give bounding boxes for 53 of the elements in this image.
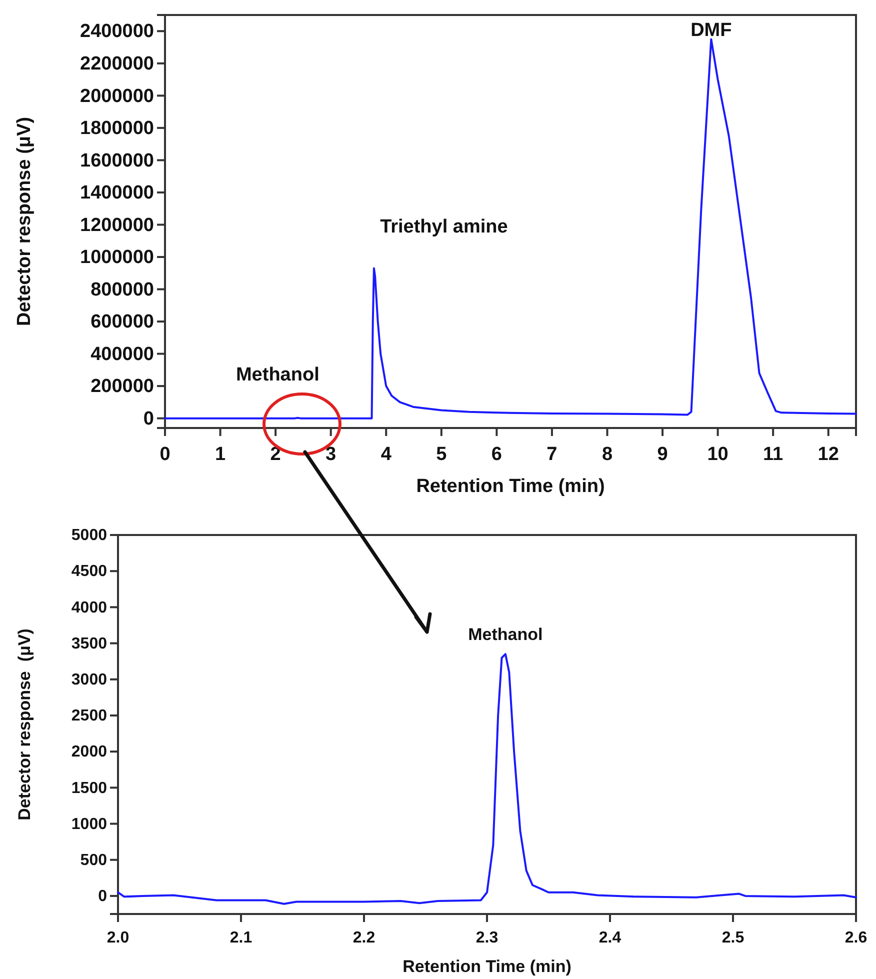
- y-tick-label: 3500: [71, 635, 108, 652]
- x-tick-label: 2.2: [352, 930, 376, 947]
- y-tick-label: 4000: [71, 599, 108, 616]
- x-tick-label: 5: [436, 444, 448, 465]
- x-tick-label: 0: [160, 444, 170, 465]
- y-tick-label: 0: [98, 888, 108, 906]
- x-tick-label: 4: [380, 444, 392, 465]
- y-tick-label: 2500: [71, 708, 108, 725]
- annotation: Methanol: [468, 625, 543, 644]
- y-tick-label: 1800000: [80, 118, 154, 140]
- y-tick-label: 2200000: [80, 53, 154, 74]
- x-tick-label: 2.3: [476, 930, 498, 947]
- y-tick-label: 2400000: [80, 21, 154, 42]
- x-tick-label: 2.4: [598, 930, 622, 947]
- y-tick-label: 200000: [90, 376, 154, 398]
- x-axis-title: Retention Time (min): [416, 476, 605, 497]
- y-tick-label: 1000000: [80, 247, 154, 268]
- y-tick-label: 400000: [90, 344, 154, 365]
- x-tick-label: 9: [657, 444, 668, 465]
- y-tick-label: 3000: [71, 672, 108, 688]
- x-tick-label: 11: [763, 444, 784, 465]
- line-series: [164, 38, 857, 420]
- y-tick-label: 2000000: [80, 86, 154, 107]
- line-series: [117, 653, 857, 905]
- y-tick-label: 1000: [71, 816, 108, 833]
- y-tick-label: 800000: [90, 279, 154, 300]
- x-tick-label: 2.0: [106, 930, 130, 947]
- x-axis-title: Retention Time (min): [402, 957, 572, 976]
- y-tick-label: 1200000: [80, 214, 154, 236]
- annotation: DMF: [690, 20, 732, 42]
- annotation: Methanol: [236, 364, 320, 386]
- x-tick-label: 1: [214, 444, 226, 465]
- y-tick-label: 4500: [71, 563, 108, 580]
- y-tick-label: 500: [80, 852, 108, 869]
- y-tick-label: 600000: [90, 312, 154, 333]
- y-tick-label: 1500: [71, 780, 108, 797]
- x-tick-label: 2.1: [230, 930, 252, 947]
- x-tick-label: 12: [818, 444, 839, 465]
- y-axis-title: Detector response (μV): [15, 628, 34, 820]
- x-tick-label: 2.5: [722, 930, 744, 947]
- x-tick-label: 6: [491, 444, 502, 465]
- y-tick-label: 2000: [71, 744, 108, 761]
- y-tick-label: 0: [143, 408, 154, 430]
- x-tick-label: 3: [326, 444, 336, 465]
- x-tick-label: 2.6: [844, 930, 868, 947]
- x-tick-label: 10: [707, 444, 728, 465]
- y-tick-label: 5000: [71, 527, 108, 544]
- y-tick-label: 1600000: [80, 150, 154, 172]
- x-tick-label: 8: [602, 444, 613, 465]
- y-tick-label: 1400000: [80, 182, 154, 204]
- x-tick-label: 7: [546, 444, 558, 465]
- annotation: Triethyl amine: [380, 216, 508, 238]
- y-axis-title: Detector response (μV): [14, 116, 35, 326]
